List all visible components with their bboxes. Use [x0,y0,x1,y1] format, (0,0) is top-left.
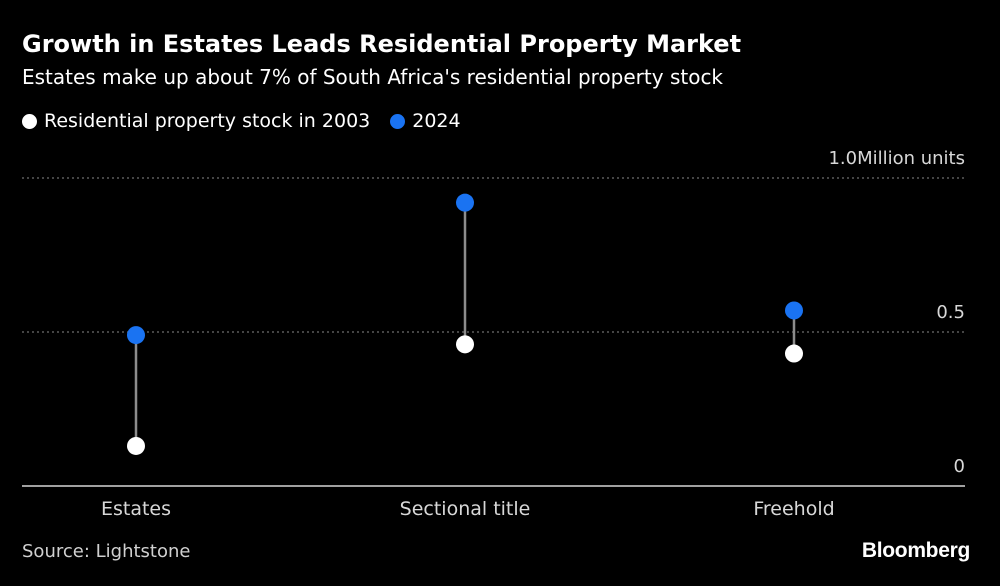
legend-marker-2003 [22,113,37,129]
x-tick-label: Estates [101,498,171,520]
legend-item-2003: Residential property stock in 2003 [22,110,370,132]
legend-item-2024: 2024 [390,110,461,132]
y-tick-label: 0.5 [936,302,965,323]
point-2024 [127,326,145,345]
legend-label-2024: 2024 [412,110,461,132]
y-tick-label: 0 [954,456,965,477]
bloomberg-logo: Bloomberg [861,539,970,562]
legend-marker-2024 [390,113,406,129]
point-2024 [456,193,474,212]
x-tick-label: Sectional title [400,498,531,520]
point-2003 [785,344,803,363]
legend: Residential property stock in 2003 2024 [22,110,481,132]
chart-subtitle: Estates make up about 7% of South Africa… [22,65,724,89]
point-2003 [127,436,145,455]
point-2024 [785,301,803,320]
x-tick-label: Freehold [753,498,834,520]
y-tick-label: 1.0Million units [828,148,965,169]
source-note: Source: Lightstone [22,541,191,562]
chart-title: Growth in Estates Leads Residential Prop… [22,30,742,58]
legend-label-2003: Residential property stock in 2003 [44,110,371,132]
point-2003 [456,335,474,354]
